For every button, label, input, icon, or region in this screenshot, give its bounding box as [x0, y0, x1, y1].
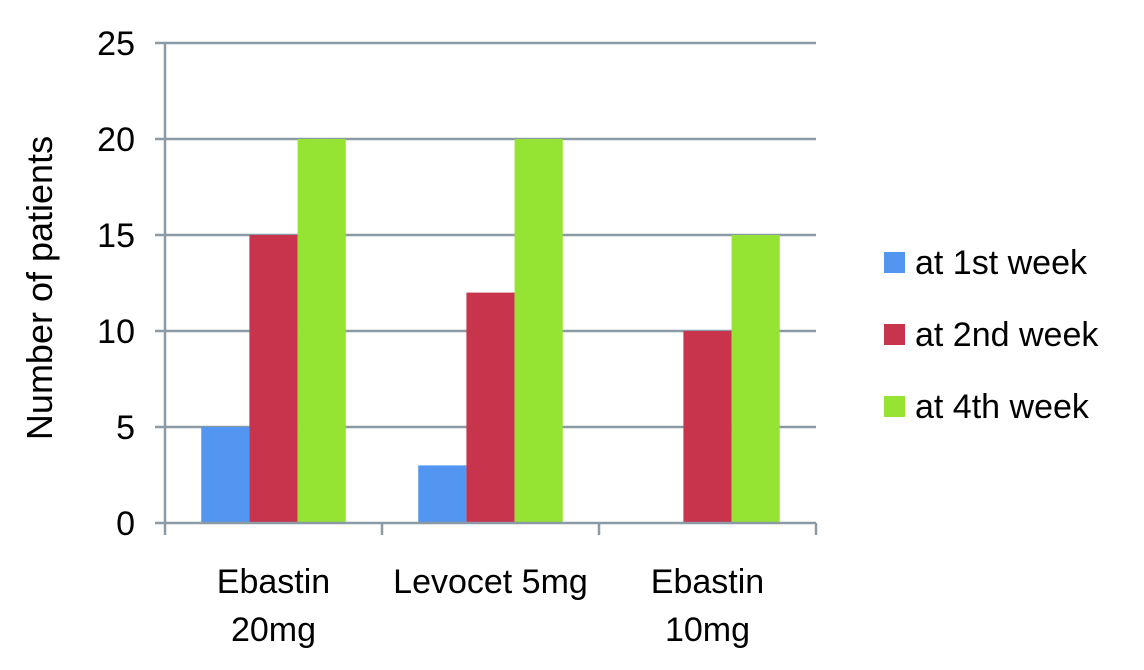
bar-at-1st-week-0	[201, 427, 250, 523]
bar-at-2nd-week-0	[249, 235, 298, 523]
x-category-label: 20mg	[231, 611, 316, 649]
y-tick-label: 20	[97, 121, 135, 159]
y-tick-label: 15	[97, 217, 135, 255]
y-tick-label: 5	[116, 409, 135, 447]
legend-item: at 1st week	[884, 244, 1088, 282]
legend-item: at 4th week	[884, 388, 1090, 426]
x-category-label: Levocet 5mg	[393, 563, 588, 601]
legend-swatch	[884, 324, 905, 345]
legend-label: at 2nd week	[915, 316, 1099, 354]
legend-swatch	[884, 252, 905, 273]
bar-at-2nd-week-1	[466, 292, 515, 523]
y-tick-labels: 0 5 10 15 20 25	[97, 25, 135, 543]
bar-at-2nd-week-2	[683, 331, 732, 523]
y-tick-label: 10	[97, 313, 135, 351]
y-tick-label: 0	[116, 505, 135, 543]
legend-swatch	[884, 396, 905, 417]
legend-label: at 4th week	[915, 388, 1090, 426]
y-axis-title: Number of patients	[19, 136, 60, 440]
x-category-label: Ebastin	[651, 563, 764, 601]
bar-at-1st-week-1	[418, 465, 467, 523]
x-category-labels: Ebastin 20mg Levocet 5mg Ebastin 10mg	[217, 563, 764, 649]
bars	[201, 139, 780, 523]
legend-item: at 2nd week	[884, 316, 1099, 354]
y-tick-label: 25	[97, 25, 135, 63]
x-category-label: Ebastin	[217, 563, 330, 601]
legend: at 1st week at 2nd week at 4th week	[884, 244, 1099, 426]
x-category-label: 10mg	[665, 611, 750, 649]
bar-at-4th-week-2	[731, 235, 780, 523]
legend-label: at 1st week	[915, 244, 1088, 282]
bar-at-4th-week-1	[514, 139, 563, 523]
axes	[155, 41, 818, 535]
bar-at-4th-week-0	[297, 139, 346, 523]
